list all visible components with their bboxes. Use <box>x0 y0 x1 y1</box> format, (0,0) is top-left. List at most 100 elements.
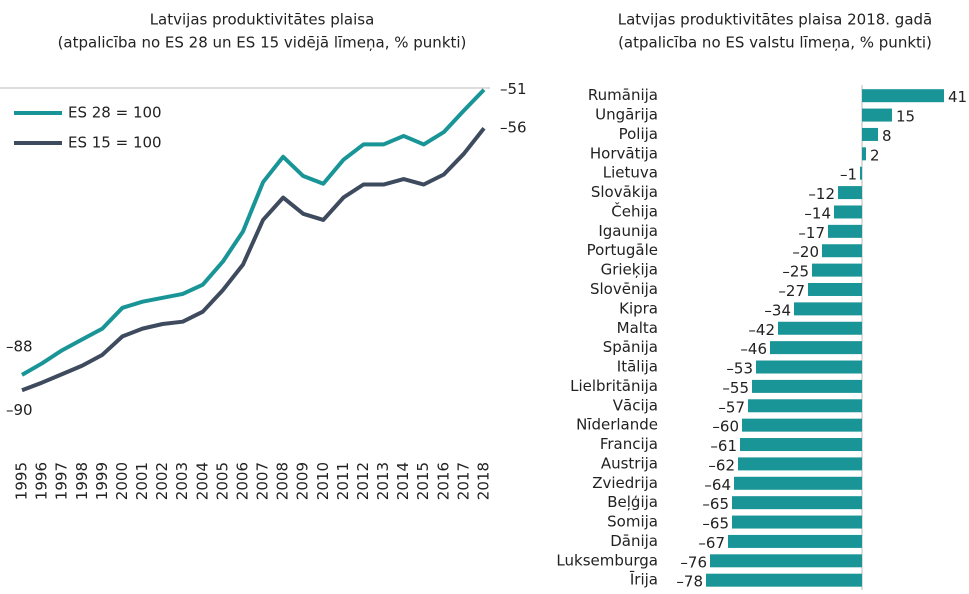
bar <box>808 282 862 296</box>
y-tick-label: Igaunija <box>598 222 658 240</box>
bar <box>794 302 862 316</box>
data-label: –46 <box>740 340 767 358</box>
data-label: –55 <box>722 379 749 397</box>
data-label: –78 <box>676 573 703 590</box>
line <box>21 88 486 377</box>
bar <box>756 360 862 374</box>
data-label: –34 <box>764 301 791 319</box>
data-label: –90 <box>6 401 33 419</box>
y-tick-label: Polija <box>619 125 658 143</box>
data-label: –14 <box>804 204 831 222</box>
y-tick-label: Beļģija <box>607 493 658 511</box>
y-tick-label: Grieķija <box>601 261 658 279</box>
x-tick-label: 2009 <box>294 462 312 500</box>
data-label: –27 <box>778 282 805 300</box>
x-tick-label: 2014 <box>394 462 412 500</box>
data-label: –53 <box>726 360 753 378</box>
bar <box>740 438 862 452</box>
bar <box>732 515 862 529</box>
y-tick-label: Francija <box>600 435 658 453</box>
x-tick-label: 2003 <box>173 462 191 500</box>
y-tick-label: Austrija <box>601 454 658 472</box>
x-tick-label: 2016 <box>434 462 452 500</box>
y-tick-label: Dānija <box>610 532 658 550</box>
x-tick-label: 2002 <box>153 462 171 500</box>
y-tick-label: Rumānija <box>588 86 658 104</box>
y-tick-label: Itālija <box>617 358 658 376</box>
data-label: 8 <box>882 127 892 145</box>
y-tick-label: Kipra <box>619 299 658 317</box>
chart-subtitle: (atpalicība no ES valstu līmeņa, % punkt… <box>618 34 932 52</box>
y-tick-label: Luksemburga <box>556 551 658 569</box>
bar <box>822 244 862 258</box>
bar <box>732 496 862 510</box>
x-tick-label: 2008 <box>274 462 292 500</box>
data-label: –12 <box>808 185 835 203</box>
y-tick-label: Nīderlande <box>576 416 658 434</box>
chart-title: Latvijas produktivitātes plaisa 2018. ga… <box>618 11 933 29</box>
x-tick-label: 1995 <box>13 462 31 500</box>
data-label: –1 <box>840 166 857 184</box>
data-label: –17 <box>798 224 825 242</box>
bar <box>862 147 866 161</box>
y-tick-label: Slovēnija <box>590 280 658 298</box>
x-tick-label: 2011 <box>334 462 352 500</box>
x-tick-label: 2006 <box>233 462 251 500</box>
data-label: 2 <box>870 146 880 164</box>
bar <box>862 89 944 103</box>
y-tick-label: Īrija <box>630 571 658 589</box>
x-tick-label: 1997 <box>53 462 71 500</box>
x-tick-label: 1998 <box>73 462 91 500</box>
x-tick-label: 2015 <box>414 462 432 500</box>
y-tick-label: Somija <box>607 513 658 531</box>
y-tick-label: Horvātija <box>590 144 658 162</box>
x-tick-label: 2017 <box>454 462 472 500</box>
bar <box>812 263 862 277</box>
y-tick-label: Slovākija <box>591 183 658 201</box>
data-label: –57 <box>718 398 745 416</box>
chart-subtitle: (atpalicība no ES 28 un ES 15 vidējā līm… <box>58 34 467 52</box>
data-label: –25 <box>782 263 809 281</box>
y-tick-label: Portugāle <box>587 241 658 259</box>
data-label: –20 <box>792 243 819 261</box>
data-label: –61 <box>710 437 737 455</box>
bar <box>728 534 862 548</box>
data-label: –76 <box>680 553 707 571</box>
bar <box>742 418 862 432</box>
data-label: –65 <box>702 495 729 513</box>
y-tick-label: Vācija <box>613 396 658 414</box>
x-tick-label: 2004 <box>193 462 211 500</box>
data-label: –56 <box>500 119 527 137</box>
data-label: –60 <box>712 418 739 436</box>
y-tick-label: Malta <box>617 319 658 337</box>
x-tick-label: 2018 <box>475 462 493 500</box>
bar <box>706 573 862 587</box>
data-label: –88 <box>6 337 33 355</box>
x-tick-label: 2010 <box>314 462 332 500</box>
bar <box>770 341 862 355</box>
data-label: –42 <box>748 321 775 339</box>
data-label: –65 <box>702 515 729 533</box>
legend-label: ES 15 = 100 <box>68 134 162 152</box>
chart-title: Latvijas produktivitātes plaisa <box>150 11 375 29</box>
x-tick-label: 2005 <box>213 462 231 500</box>
bar <box>828 224 862 238</box>
bar <box>734 476 862 490</box>
x-tick-label: 2000 <box>113 462 131 500</box>
data-label: –51 <box>500 80 527 98</box>
bar <box>860 166 862 180</box>
bar <box>838 186 862 200</box>
y-tick-label: Ungārija <box>595 106 658 124</box>
y-tick-label: Lielbritānija <box>570 377 658 395</box>
bar <box>752 379 862 393</box>
x-tick-label: 2013 <box>374 462 392 500</box>
bar <box>710 554 862 568</box>
data-label: –62 <box>708 456 735 474</box>
legend-label: ES 28 = 100 <box>68 104 162 122</box>
bar <box>748 399 862 413</box>
x-tick-label: 2007 <box>254 462 272 500</box>
bar <box>862 108 892 122</box>
data-label: –64 <box>704 476 731 494</box>
y-tick-label: Zviedrija <box>592 474 658 492</box>
